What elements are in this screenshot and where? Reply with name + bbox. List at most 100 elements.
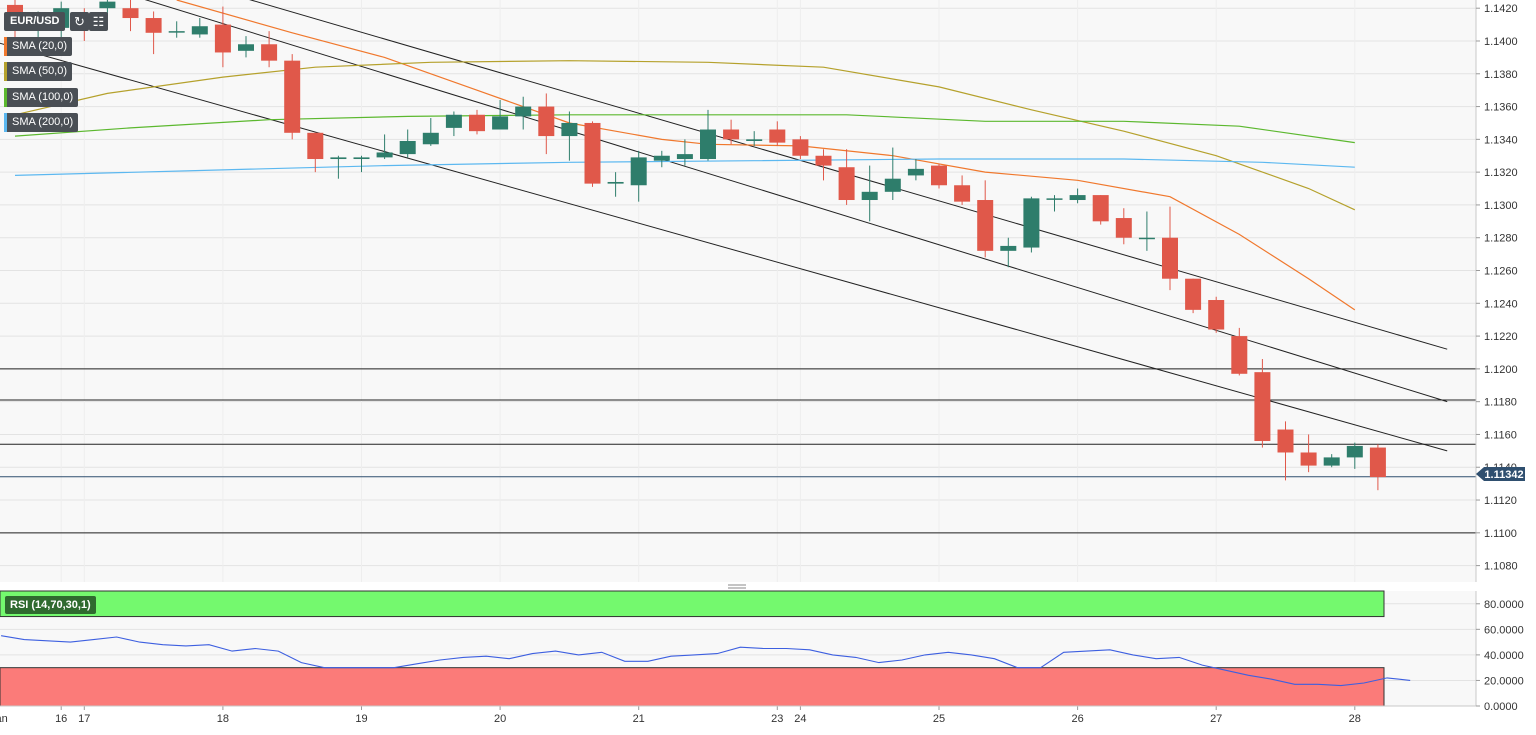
candle-body <box>861 191 878 201</box>
candle-body <box>838 167 855 201</box>
price-axis: 1.10801.11001.11201.11401.11601.11801.12… <box>1475 0 1518 582</box>
panel-divider-handle[interactable] <box>728 584 746 589</box>
price-tick-label: 1.1080 <box>1484 561 1518 573</box>
symbol-label: EUR/USD <box>10 15 60 27</box>
price-tick-label: 1.1420 <box>1484 3 1518 15</box>
chart-settings-icon[interactable]: ☷ <box>89 12 108 31</box>
candle-body <box>584 122 601 184</box>
channel-trendline <box>0 42 1448 452</box>
rsi-axis: 0.0000 20.0000 40.0000 60.0000 80.0000 <box>1475 591 1524 713</box>
sma-100-tag[interactable]: SMA (100,0) <box>4 88 79 107</box>
price-tick-label: 1.1260 <box>1484 266 1518 278</box>
candle-body <box>538 106 555 137</box>
rsi-overbought-zone <box>0 590 1385 618</box>
price-tick-label: 1.1160 <box>1484 429 1517 441</box>
candle-body <box>607 181 624 184</box>
sma-50-label: SMA (50,0) <box>12 65 68 77</box>
candle-body <box>1185 278 1202 310</box>
candle-body <box>931 165 947 186</box>
price-tick-label: 1.1320 <box>1484 167 1518 179</box>
candle-body <box>191 26 208 35</box>
rsi-oversold-zone <box>0 667 1385 707</box>
sma-line <box>14 158 1355 176</box>
candle-body <box>261 44 278 61</box>
time-tick-label: 25 <box>933 713 945 725</box>
symbol-tag[interactable]: EUR/USD <box>4 12 65 31</box>
sma-50-tag[interactable]: SMA (50,0) <box>4 62 73 81</box>
time-tick-label: 20 <box>494 713 506 725</box>
refresh-icon[interactable]: ↻ <box>70 12 89 31</box>
last-price-tag: 1.11342 <box>1476 467 1525 481</box>
rsi-tick-label: 20.0000 <box>1484 675 1524 687</box>
time-tick-label: 26 <box>1071 713 1083 725</box>
price-tick-label: 1.1120 <box>1484 495 1517 507</box>
rsi-tick-label: 80.0000 <box>1484 599 1524 611</box>
candle-body <box>168 31 185 33</box>
candle-body <box>1138 237 1155 240</box>
price-tick-label: 1.1240 <box>1484 298 1518 310</box>
candle-body <box>1115 218 1132 238</box>
candle-body <box>492 116 509 130</box>
sma-line <box>14 60 1356 211</box>
sma-20-tag[interactable]: SMA (20,0) <box>4 37 73 56</box>
time-tick-label: 23 <box>771 713 783 725</box>
candle-body <box>422 132 439 145</box>
candle-body <box>700 129 716 160</box>
price-tick-label: 1.1100 <box>1484 528 1517 540</box>
rsi-tick-label: 0.0000 <box>1484 701 1518 713</box>
price-tick-label: 1.1200 <box>1484 364 1518 376</box>
sma-200-tag[interactable]: SMA (200,0) <box>4 113 79 132</box>
sma-200-label: SMA (200,0) <box>12 116 74 128</box>
candle-body <box>1369 447 1386 478</box>
time-tick-label: 17 <box>78 713 90 725</box>
rsi-label: RSI (14,70,30,1) <box>10 599 91 611</box>
time-tick-label: Jan <box>0 713 8 725</box>
channel-lines <box>0 0 1448 452</box>
candle-body <box>1046 198 1063 200</box>
candle-body <box>399 140 416 155</box>
candle-body <box>907 168 924 176</box>
candle-body <box>145 18 162 33</box>
sma-20-label: SMA (20,0) <box>12 40 68 52</box>
price-tick-label: 1.1400 <box>1484 36 1518 48</box>
candle-body <box>214 24 231 53</box>
candle-body <box>1323 457 1340 466</box>
candle-body <box>746 139 763 141</box>
price-panel-bg <box>0 0 1476 582</box>
candle-body <box>792 139 809 156</box>
candle-body <box>445 114 462 128</box>
candle-body <box>1300 452 1317 466</box>
candle-body <box>630 157 647 186</box>
candle-body <box>330 157 347 160</box>
candle-body <box>1000 245 1017 251</box>
rsi-line <box>1 635 1411 687</box>
candle-body <box>977 200 994 251</box>
sma-100-label: SMA (100,0) <box>12 91 74 103</box>
time-tick-label: 21 <box>633 713 645 725</box>
rsi-tag[interactable]: RSI (14,70,30,1) <box>5 596 96 614</box>
candle-body <box>284 60 301 133</box>
candle-body <box>307 132 324 160</box>
price-tick-label: 1.1220 <box>1484 331 1518 343</box>
horizontal-levels <box>0 368 1476 534</box>
candle-body <box>1208 300 1225 330</box>
price-tick-label: 1.1300 <box>1484 200 1518 212</box>
price-tick-label: 1.1280 <box>1484 233 1518 245</box>
candle-body <box>1346 445 1363 458</box>
last-price-tag-bg <box>1476 467 1525 481</box>
price-tick-label: 1.1380 <box>1484 69 1518 81</box>
last-price-value: 1.11342 <box>1484 469 1523 481</box>
time-tick-label: 19 <box>355 713 367 725</box>
sma-100-swatch <box>4 88 7 107</box>
time-tick-label: 28 <box>1349 713 1361 725</box>
candle-body <box>769 129 786 143</box>
candle-body <box>1069 195 1086 201</box>
channel-trendline <box>249 0 1448 350</box>
sma-200-swatch <box>4 113 7 132</box>
rsi-tick-label: 60.0000 <box>1484 624 1524 636</box>
time-tick-label: 27 <box>1210 713 1222 725</box>
rsi-tick-label: 40.0000 <box>1484 650 1524 662</box>
candle-body <box>653 155 670 161</box>
